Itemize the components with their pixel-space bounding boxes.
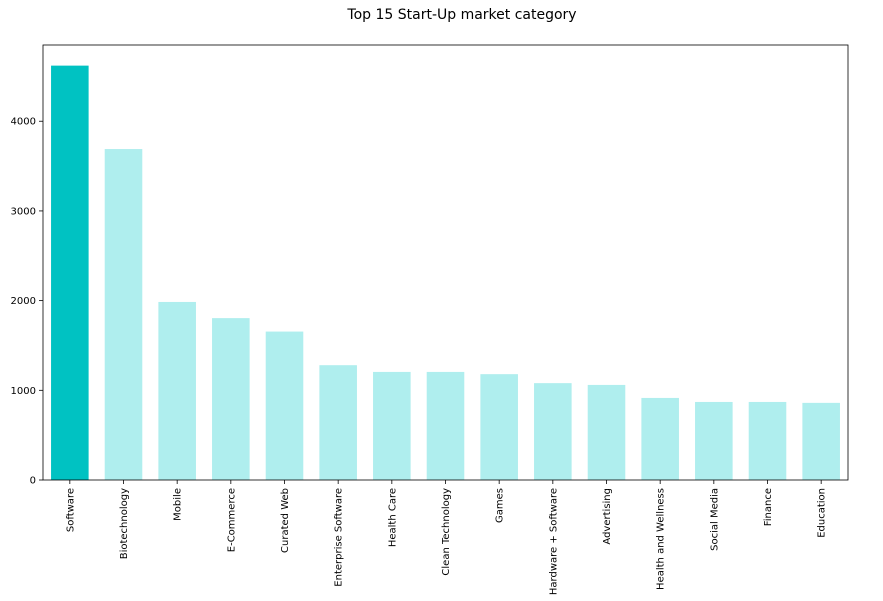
x-tick-label: Biotechnology <box>119 488 130 559</box>
x-tick-label: Games <box>495 488 506 523</box>
bar-advertising <box>587 384 626 480</box>
x-tick-label: Health Care <box>387 488 398 547</box>
x-tick-label: Education <box>817 488 828 538</box>
bar-games <box>480 374 518 480</box>
bar-mobile <box>158 301 196 480</box>
bar-enterprise-software <box>319 365 357 480</box>
x-tick-label: Advertising <box>602 488 613 545</box>
bar-curated-web <box>265 331 304 480</box>
bar-hardware-software <box>534 383 572 480</box>
x-tick-label: Hardware + Software <box>548 488 559 595</box>
x-tick-label: Curated Web <box>280 488 291 553</box>
x-tick-label: Finance <box>763 488 774 526</box>
x-tick-label: Health and Wellness <box>656 488 667 590</box>
x-tick-label: Mobile <box>173 488 184 521</box>
x-tick-label: Software <box>65 488 76 532</box>
plot-area: 0 1000 2000 3000 4000 Software Biotechnology Mo… <box>11 44 849 595</box>
bar-finance <box>748 401 787 480</box>
bar-software <box>51 65 89 480</box>
y-tick-label: 0 <box>30 476 36 487</box>
y-tick-label: 2000 <box>11 296 36 307</box>
x-tick-label: E-Commerce <box>226 488 237 552</box>
bar-social-media <box>695 401 733 480</box>
x-tick-label: Clean Technology <box>441 488 452 576</box>
bar-biotechnology <box>104 149 143 480</box>
y-tick-label: 4000 <box>11 117 36 128</box>
bar-education <box>802 402 840 480</box>
chart-title: Top 15 Start-Up market category <box>346 7 576 23</box>
bar-clean-technology <box>426 371 465 480</box>
bar-health-care <box>373 371 411 480</box>
bar-health-and-wellness <box>641 397 679 480</box>
x-tick-label: Enterprise Software <box>334 488 345 587</box>
bar-e-commerce <box>212 318 250 480</box>
y-tick-label: 1000 <box>11 386 36 397</box>
x-tick-label: Social Media <box>709 488 720 551</box>
y-tick-label: 3000 <box>11 206 36 217</box>
